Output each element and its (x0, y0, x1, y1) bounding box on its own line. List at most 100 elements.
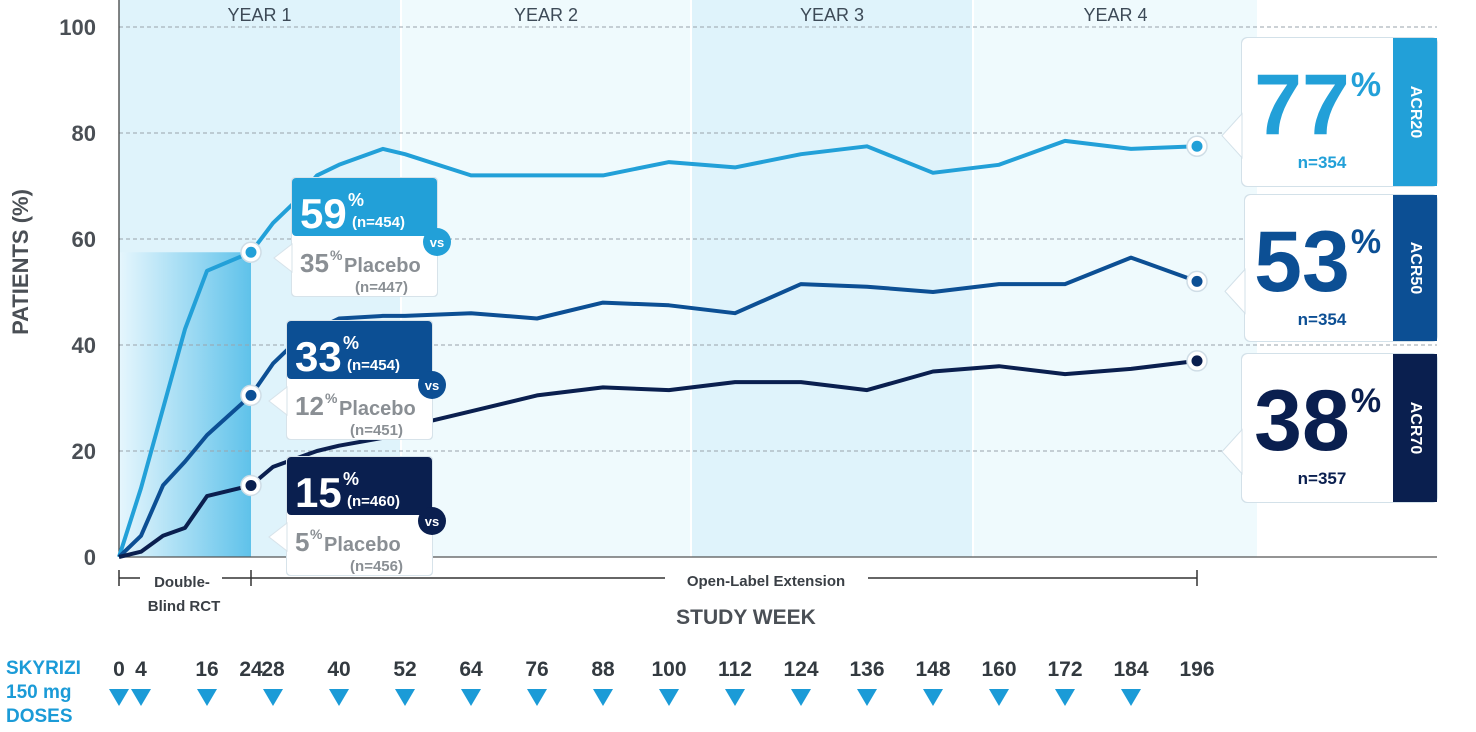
vs-badge (418, 507, 446, 535)
year-band-label: YEAR 1 (227, 5, 291, 25)
dose-week-label: 172 (1047, 658, 1082, 681)
highlight-point-core (245, 479, 257, 491)
placebo-percent: 35 (300, 248, 329, 278)
dose-week-label: 196 (1179, 658, 1214, 681)
dose-arrow (857, 689, 877, 706)
dose-week-label: 28 (261, 658, 285, 681)
dose-week-label: 100 (651, 658, 686, 681)
dose-label-line3: DOSES (6, 706, 73, 727)
callout-percent-symbol: % (1351, 382, 1381, 420)
dose-week-label: 88 (591, 658, 615, 681)
dose-week-label: 136 (849, 658, 884, 681)
dose-arrow (1121, 689, 1141, 706)
y-tick-label: 20 (72, 439, 96, 464)
dose-week-label: 160 (981, 658, 1016, 681)
highlight-point-core (1191, 355, 1203, 367)
dose-week-label: 24 (239, 658, 263, 681)
callout-n: n=354 (1298, 310, 1347, 329)
highlight-points (240, 135, 1208, 497)
callout-percent-symbol: % (348, 190, 364, 210)
series-line-acr20 (117, 138, 1198, 558)
y-axis-title: PATIENTS (%) (8, 189, 33, 335)
callout-n: (n=454) (352, 214, 405, 231)
dose-arrow (263, 689, 283, 706)
dose-week-label: 76 (525, 658, 548, 681)
callout-pointer (273, 242, 293, 274)
y-tick-label: 40 (72, 333, 96, 358)
placebo-percent-symbol: % (330, 247, 343, 263)
rct-label-line2: Blind RCT (148, 598, 221, 615)
placebo-label: Placebo (324, 534, 401, 556)
vs-label: vs (430, 235, 444, 250)
x-axis-title: STUDY WEEK (676, 606, 816, 629)
dose-week-label: 112 (718, 658, 752, 681)
dose-arrow (593, 689, 613, 706)
dose-week-label: 64 (459, 658, 483, 681)
dose-week-label: 4 (135, 658, 147, 681)
year-band (692, 0, 972, 557)
week196-callout: ACR20 77 % n=354 (1221, 37, 1438, 187)
series-line-acr50 (117, 255, 1198, 559)
placebo-percent: 12 (295, 391, 324, 421)
highlight-point-core (1191, 140, 1203, 152)
rct-shading (119, 252, 251, 557)
week196-callout: ACR50 53 % n=354 (1224, 194, 1438, 342)
dose-arrow (791, 689, 811, 706)
dose-arrow (131, 689, 151, 706)
vs-badge (423, 228, 451, 256)
callout-pointer (268, 385, 288, 417)
year-band (402, 0, 690, 557)
callout-tab (1393, 354, 1437, 502)
dose-week-label: 40 (327, 658, 350, 681)
callout-percent-symbol: % (1351, 223, 1381, 261)
ole-label: Open-Label Extension (687, 573, 845, 590)
dose-arrow (197, 689, 217, 706)
y-tick-label: 100 (59, 15, 96, 40)
year-band-label: YEAR 3 (800, 5, 864, 25)
callout-header (292, 178, 437, 236)
callout-n: n=357 (1298, 469, 1347, 488)
dose-week-label: 184 (1113, 658, 1148, 681)
dose-arrow (923, 689, 943, 706)
y-tick-label: 80 (72, 121, 96, 146)
dose-arrow (725, 689, 745, 706)
callout-pointer (1221, 112, 1243, 159)
placebo-label: Placebo (344, 255, 421, 277)
callout-body (1242, 38, 1437, 186)
vs-badge (418, 371, 446, 399)
dose-arrow (659, 689, 679, 706)
vs-label: vs (425, 514, 439, 529)
week24-callout: 15 %(n=460)vs5% Placebo(n=456) (268, 456, 446, 576)
placebo-percent: 5 (295, 527, 309, 557)
y-tick-label: 60 (72, 227, 96, 252)
callout-percent: 15 (295, 469, 342, 516)
callout-percent-symbol: % (343, 333, 359, 353)
dose-arrow (527, 689, 547, 706)
callout-header (287, 321, 432, 379)
dose-arrow (329, 689, 349, 706)
year-bands: YEAR 1 YEAR 2 YEAR 3 YEAR 4 (119, 0, 1257, 557)
callout-percent: 33 (295, 333, 342, 380)
series-lines (117, 138, 1198, 559)
callout-tab-label: ACR70 (1407, 402, 1424, 455)
callout-percent: 53 (1254, 214, 1350, 310)
callout-tab-label: ACR50 (1407, 242, 1424, 295)
callout-percent-symbol: % (343, 469, 359, 489)
dose-label-line2: 150 mg (6, 682, 71, 703)
callout-tab-label: ACR20 (1407, 86, 1424, 139)
highlight-point-core (245, 389, 257, 401)
highlight-point-core (1191, 275, 1203, 287)
highlight-point-core (245, 246, 257, 258)
callout-n: n=354 (1298, 153, 1347, 172)
dose-week-label: 124 (783, 658, 818, 681)
dose-week-label: 52 (393, 658, 416, 681)
year-band-label: YEAR 4 (1083, 5, 1147, 25)
series-line-acr70 (118, 358, 1198, 559)
dose-week-label: 16 (195, 658, 218, 681)
placebo-n: (n=456) (350, 558, 403, 575)
placebo-n: (n=451) (350, 422, 403, 439)
y-tick-label: 0 (84, 545, 96, 570)
